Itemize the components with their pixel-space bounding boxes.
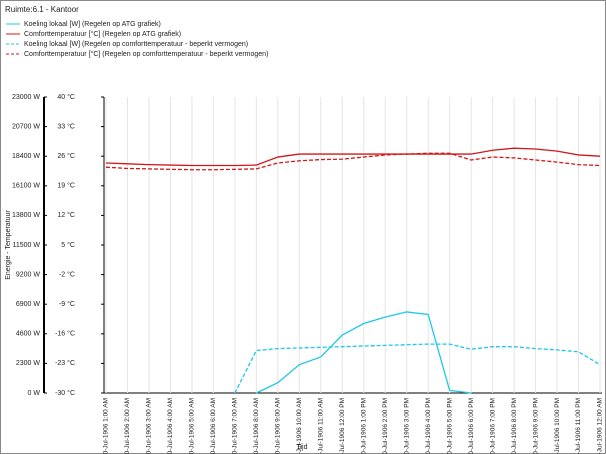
x-tick-label: 0-Jul-1906 5:00 PM [446,398,453,454]
y2-tick-label: 19 °C [57,182,75,190]
y2-tick-label: -2 °C [59,270,75,278]
y-tick-label: 0 W [28,390,41,397]
y-tick-label: 16100 W [12,183,40,190]
x-tick-label: 0-Jul-1906 12:00 AM [597,398,604,454]
series-line [105,152,601,171]
legend-label: Koeling lokaal [W] (Regelen op ATG grafi… [24,21,161,28]
x-tick-label: 0-Jul-1906 11:00 PM [575,398,582,454]
legend-label: Koeling lokaal [W] (Regelen op comfortte… [24,41,248,48]
x-tick-label: 0-Jul-1906 1:00 PM [360,398,367,454]
x-tick-label: 0-Jul-1906 6:00 PM [468,398,475,454]
y2-tick-label: -16 °C [55,330,75,338]
series-line [256,311,472,394]
y2-tick-label: -23 °C [55,359,75,367]
y2-tick-label: 26 °C [57,152,75,160]
x-tick-label: 0-Jul-1906 6:00 AM [210,398,217,454]
y2-tick-label: 12 °C [57,211,75,219]
x-tick-label: 0-Jul-1906 7:00 AM [232,398,239,454]
series-line [234,343,601,394]
y-tick-label: 18400 W [12,153,40,160]
y-tick-label: 13800 W [12,212,40,219]
y-tick-label: 20700 W [12,123,40,130]
y-tick-label: 11500 W [13,242,41,249]
x-tick-label: 0-Jul-1906 1:00 AM [103,398,110,454]
legend-label: Comforttemperatuur [°C] (Regelen op comf… [24,50,268,58]
x-tick-label: 0-Jul-1906 10:00 PM [554,398,561,454]
x-tick-label: 0-Jul-1906 12:00 PM [339,398,346,454]
x-tick-label: 0-Jul-1906 10:00 AM [296,398,303,454]
legend-label: Comforttemperatuur [°C] (Regelen op ATG … [24,30,181,38]
x-axis-label: Tijd [296,444,307,451]
x-tick-label: 0-Jul-1906 7:00 PM [489,398,496,454]
y2-tick-label: -30 °C [55,389,75,397]
chart-title: Ruimte:6.1 - Kantoor [5,5,79,14]
y-tick-label: 4600 W [16,331,41,338]
x-tick-label: 0-Jul-1906 2:00 AM [124,398,131,454]
x-tick-label: 0-Jul-1906 4:00 AM [167,398,174,454]
x-tick-label: 0-Jul-1906 9:00 AM [275,398,282,454]
x-tick-label: 0-Jul-1906 8:00 AM [253,398,260,454]
x-tick-label: 0-Jul-1906 9:00 PM [532,398,539,454]
y2-tick-label: 40 °C [57,93,75,101]
x-tick-label: 0-Jul-1906 11:00 AM [318,398,325,454]
y-axis-label: Energie - Temperatuur [5,210,12,280]
x-tick-label: 0-Jul-1906 3:00 AM [146,398,153,454]
series-line [105,147,601,167]
x-tick-label: 0-Jul-1906 8:00 PM [511,398,518,454]
x-tick-label: 0-Jul-1906 2:00 PM [382,398,389,454]
x-tick-label: 0-Jul-1906 4:00 PM [425,398,432,454]
y2-tick-label: 33 °C [57,122,75,130]
y2-tick-label: 5 °C [61,241,75,249]
y-tick-label: 9200 W [16,271,41,278]
y-tick-label: 23000 W [12,94,40,101]
y-tick-label: 2300 W [16,360,41,367]
x-tick-label: 0-Jul-1906 5:00 AM [189,398,196,454]
y-tick-label: 6900 W [16,301,41,308]
y2-tick-label: -9 °C [59,300,75,308]
x-tick-label: 0-Jul-1906 3:00 PM [403,398,410,454]
